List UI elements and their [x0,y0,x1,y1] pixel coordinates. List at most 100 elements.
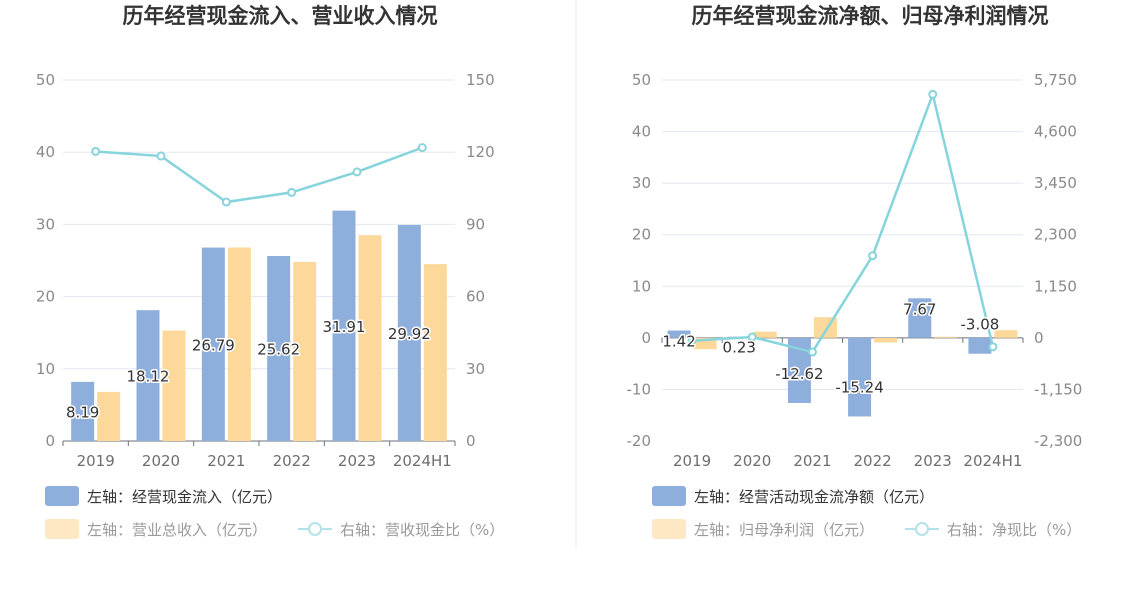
bar-1 [397,224,421,441]
left-axis-tick: -10 [627,380,652,398]
right-axis-tick: 60 [466,288,485,306]
data-label: -3.08 [961,316,1000,334]
right-axis-tick: 5,750 [1034,71,1077,89]
line-point [988,342,998,352]
bar-2 [97,391,121,441]
left-axis-tick: 20 [632,226,651,244]
bar-1 [908,298,932,338]
category-label: 2022 [273,452,311,470]
data-label: 29.92 [388,325,431,343]
right-axis-tick: 0 [1034,329,1044,347]
legend-label: 左轴：营业总收入（亿元） [87,521,267,539]
legend-label: 左轴：经营活动现金流净额（亿元） [694,488,934,506]
legend-item-3: 右轴：净现比（%） [905,521,1081,539]
category-label: 2023 [914,452,952,470]
left-axis-tick: 30 [632,174,651,192]
right-axis-tick: 30 [466,360,485,378]
chart-title: 历年经营现金流入、营业收入情况 [123,4,438,28]
left-axis-tick: -20 [627,432,652,450]
right-axis-tick: 120 [466,143,495,161]
data-label: -12.62 [775,365,823,383]
left-axis-tick: 40 [36,143,55,161]
bar-1 [136,310,160,441]
legend-label: 左轴：经营现金流入（亿元） [87,488,282,506]
data-label: 18.12 [127,368,170,386]
right-axis-tick: 90 [466,215,485,233]
chart-2: 历年经营现金流净额、归母净利润情况 -20 -10 0 10 20 30 40 50 -2,300… [627,4,1082,539]
data-label: 7.67 [903,300,936,318]
line-point [807,347,817,357]
line-point [747,332,757,342]
left-axis-tick: 30 [36,215,55,233]
right-axis-tick: 2,300 [1034,226,1077,244]
legend-swatch [45,486,79,506]
bar-1 [332,210,356,441]
line-point [156,151,166,161]
data-label: 31.91 [323,318,366,336]
bar-2 [227,247,251,441]
category-label: 2023 [338,452,376,470]
line-point [287,187,297,197]
bar-2 [693,337,717,350]
bar-2 [934,336,958,338]
category-label: 2021 [793,452,831,470]
legend-label: 左轴：归母净利润（亿元） [694,521,874,539]
bar-2 [293,261,317,441]
line-series [95,146,423,204]
bar-1 [667,330,691,338]
line-point [91,146,101,156]
bar-1 [848,337,872,417]
legend-item-1: 左轴：经营活动现金流净额（亿元） [652,486,934,506]
legend-marker [915,522,929,536]
right-axis-tick: 150 [466,71,495,89]
data-label: 1.42 [662,333,695,351]
legend-label: 右轴：净现比（%） [947,521,1081,539]
legend-marker [308,522,322,536]
category-label: 2020 [142,452,180,470]
bar-2 [753,331,777,338]
right-axis-tick: 4,600 [1034,123,1077,141]
right-axis-tick: 1,150 [1034,277,1077,295]
bar-2 [874,337,898,343]
bar-1 [267,256,291,441]
line-point [687,336,697,346]
category-label: 2021 [207,452,245,470]
left-axis-tick: 50 [632,71,651,89]
data-label: 26.79 [192,336,235,354]
bar-1 [71,381,95,441]
right-axis-tick: 3,450 [1034,174,1077,192]
category-label: 2019 [673,452,711,470]
category-label: 2022 [853,452,891,470]
line-point [417,143,427,153]
data-label: -15.24 [835,378,883,396]
bar-1 [787,337,811,403]
line-point [352,167,362,177]
right-axis-tick: -2,300 [1034,432,1082,450]
legend-label: 右轴：营收现金比（%） [340,521,504,539]
left-axis-tick: 40 [632,123,651,141]
bar-2 [423,264,447,441]
bar-1 [201,247,225,441]
legend-item-2: 左轴：营业总收入（亿元） [45,519,267,539]
bar-2 [994,330,1018,338]
bar-2 [162,330,186,441]
left-axis-tick: 50 [36,71,55,89]
bar-1 [968,337,992,354]
left-axis-tick: 10 [632,277,651,295]
data-label: 0.23 [723,339,756,357]
data-label: 25.62 [257,341,300,359]
line-point [928,89,938,99]
line-point [868,251,878,261]
left-axis-tick: 20 [36,288,55,306]
legend-item-3: 右轴：营收现金比（%） [298,521,504,539]
category-label: 2019 [77,452,115,470]
left-axis-tick: 0 [641,329,651,347]
chart-1: 历年经营现金流入、营业收入情况 0 10 20 30 40 50 0 30 60 90 120 150 2… [36,4,504,539]
line-point [221,197,231,207]
right-axis-tick: 0 [466,432,476,450]
left-axis-tick: 0 [45,432,55,450]
legend-swatch [652,486,686,506]
category-label: 2024H1 [393,452,452,470]
